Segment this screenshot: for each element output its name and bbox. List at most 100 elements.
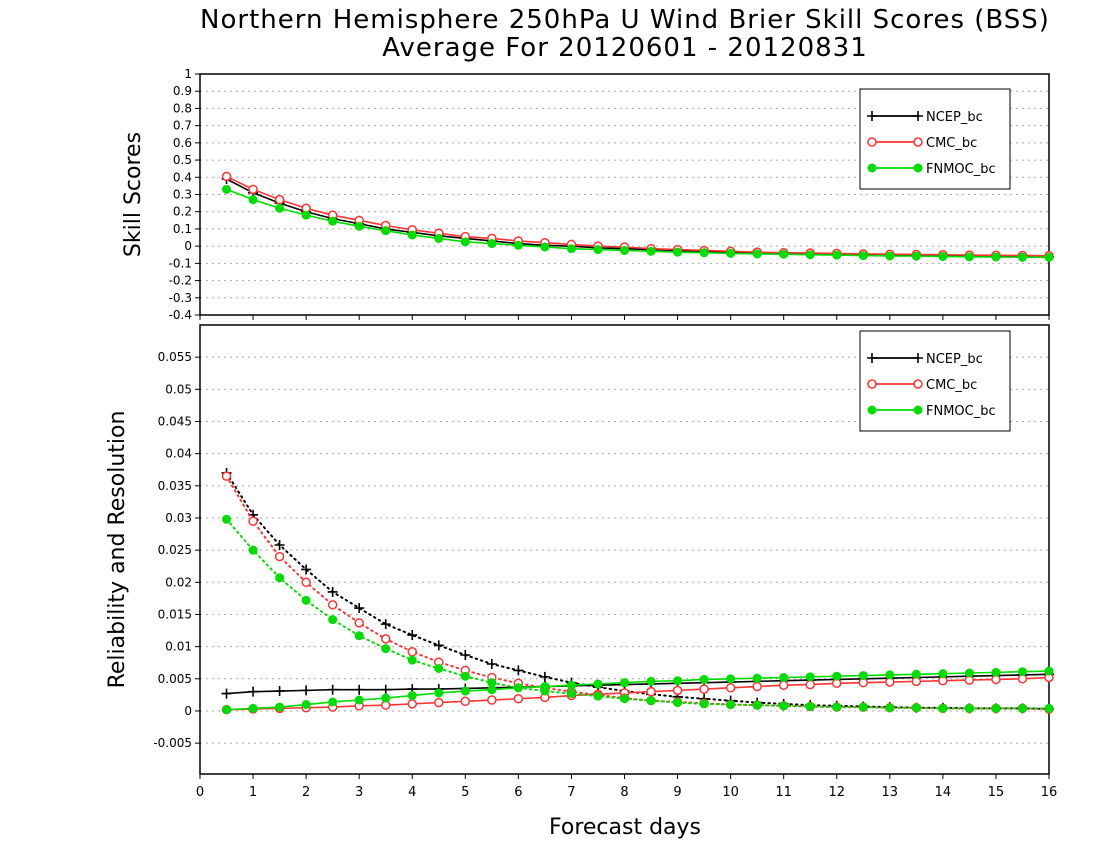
data-point [274,551,285,562]
data-point [1017,703,1027,713]
data-point [964,252,974,262]
data-point [275,702,285,712]
data-point [540,686,550,696]
data-point [938,669,948,679]
x-tick-label: 12 [828,785,845,800]
data-point [779,249,789,259]
data-point [275,203,285,213]
data-point [646,686,656,697]
legend-label: CMC_bc [926,136,977,151]
plot-frame [199,324,1050,775]
data-point [513,665,524,676]
data-point [407,230,417,240]
y-tick-label: -0.2 [169,274,192,288]
y-tick-label: 0.045 [158,414,192,428]
data-point [672,685,683,696]
chart-title: Northern Hemisphere 250hPa U Wind Brier … [200,5,1050,35]
data-point [221,471,232,481]
y-tick-label: 0.6 [173,136,192,150]
data-point [275,573,285,583]
data-point [593,679,603,689]
legend-marker [867,379,877,389]
data-point [486,659,497,670]
data-point [380,619,391,630]
data-point [513,240,523,250]
data-point [858,702,868,712]
data-point [964,668,974,678]
data-point [434,697,444,708]
legend-marker [913,405,923,415]
data-point [699,684,709,694]
x-tick-label: 14 [935,785,952,800]
data-point [832,671,842,681]
legend-marker [913,379,923,389]
data-point [725,683,736,693]
data-point [964,703,974,713]
data-point [221,688,232,699]
data-point [487,678,497,688]
y-tick-label: 0.1 [173,222,192,236]
legend-box [859,88,1011,190]
data-point [460,237,470,247]
data-point [381,644,391,654]
data-point [752,673,762,683]
data-point [991,703,1001,713]
data-point [248,195,258,205]
data-point [1044,252,1054,262]
series-FNMOC_bc-solid [222,184,1054,262]
data-point [327,684,338,695]
data-point [885,670,895,680]
data-point [328,216,338,226]
data-point [805,679,815,690]
legend-marker [913,353,923,363]
legend-marker [867,111,877,121]
y-axis-label: Reliability and Resolution [105,411,130,689]
y-tick-label: 0 [184,239,192,253]
data-point [354,695,364,705]
data-point [646,696,656,706]
data-point [513,683,523,693]
data-point [726,674,736,684]
y-tick-label: 0.015 [158,607,192,621]
x-tick-label: 10 [722,785,739,800]
data-point [248,703,258,713]
data-point [699,674,709,684]
data-point [221,171,232,182]
data-point [779,701,789,711]
data-point [222,184,232,194]
data-point [620,678,629,688]
data-point [752,681,762,692]
x-tick-label: 9 [673,785,681,800]
y-tick-label: 0.025 [158,543,192,557]
y-tick-label: 0.055 [158,350,192,364]
data-point [301,210,311,220]
data-point [327,600,338,610]
data-point [460,671,470,681]
data-point [274,539,285,550]
data-point [381,226,391,236]
y-tick-label: 0.4 [173,170,192,184]
data-point [1044,703,1054,713]
data-point [248,516,258,526]
data-point [513,693,524,704]
data-point [991,252,1001,262]
data-point [301,700,311,710]
series-FNMOC_bc-solid [222,666,1054,715]
x-tick-label: 1 [249,785,257,800]
x-axis-label: Forecast days [549,815,701,840]
chart-subtitle: Average For 20120601 - 20120831 [382,33,868,63]
data-point [460,686,470,696]
y-tick-label: 0.035 [158,479,192,493]
data-point [593,245,603,255]
data-point [381,693,391,703]
data-point [779,673,789,683]
y-tick-label: -0.3 [169,291,192,305]
data-point [434,688,444,698]
data-point [460,649,471,660]
data-point [566,689,576,699]
data-point [778,680,789,690]
x-tick-label: 5 [461,785,469,800]
legend-marker [913,111,923,121]
x-tick-label: 8 [620,785,628,800]
y-tick-label: 0.2 [173,205,192,219]
